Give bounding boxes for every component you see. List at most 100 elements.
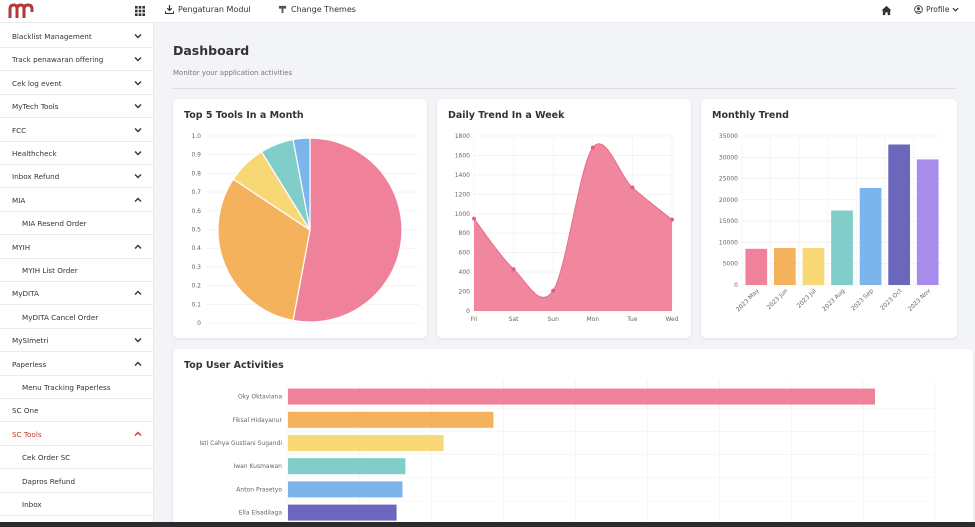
daily-trend-title: Daily Trend In a Week [448, 110, 565, 121]
y-tick-label: 1600 [455, 152, 470, 159]
chevron-up-icon [134, 244, 142, 249]
sidebar-item-label: SC One [12, 406, 39, 416]
sidebar-divider [0, 304, 153, 306]
profile-label: Profile [926, 5, 950, 14]
chevron-down-icon [134, 57, 142, 62]
bar [888, 144, 910, 285]
sidebar-divider [0, 421, 153, 423]
data-point [590, 145, 595, 150]
palette-icon [278, 5, 287, 14]
chevron-up-icon [134, 197, 142, 202]
sidebar-divider [0, 234, 153, 236]
sidebar-divider [0, 187, 153, 189]
sidebar-item-label: Menu Tracking Paperless [22, 383, 111, 392]
sidebar-item-sc-one[interactable]: SC One [0, 399, 153, 421]
sidebar-item-paperless[interactable]: Paperless [0, 353, 153, 375]
header-divider [173, 88, 956, 89]
sidebar-divider [0, 257, 153, 259]
sidebar-item-mydita[interactable]: MyDITA [0, 282, 153, 304]
sidebar-item-inbox-refund[interactable]: Inbox Refund [0, 165, 153, 187]
bar [859, 187, 882, 285]
pengaturan-modul-label: Pengaturan Modul [178, 5, 251, 14]
y-tick-label: 15000 [719, 218, 738, 225]
y-tick-label: Oky Oktaviana [238, 394, 282, 401]
y-tick-label: 35000 [719, 133, 738, 140]
sidebar-item-label: FCC [12, 125, 27, 135]
sidebar-item-cek-order-sc[interactable]: Cek Order SC [0, 446, 153, 468]
sidebar-item-mysimetri[interactable]: MySImetri [0, 329, 153, 351]
sidebar-item-blacklist-management[interactable]: Blacklist Management [0, 25, 153, 47]
monthly-trend-card: Monthly Trend 35000 30000 25000 20000 15000 1… [701, 99, 957, 338]
app-logo[interactable] [8, 3, 36, 19]
bar [831, 210, 853, 285]
sidebar-divider [0, 140, 153, 142]
sidebar-item-label: Inbox [22, 500, 42, 509]
sidebar-item-cek-log-event[interactable]: Cek log event [0, 72, 153, 94]
change-themes-link[interactable]: Change Themes [278, 5, 356, 14]
data-point [511, 267, 516, 272]
y-tick-label: 10000 [719, 239, 738, 246]
x-tick-label: 2023 Jul [796, 287, 818, 309]
top-user-activities-title: Top User Activities [184, 360, 284, 371]
sidebar-item-fcc[interactable]: FCC [0, 119, 153, 141]
profile-menu[interactable]: Profile [914, 5, 959, 14]
monthly-trend-title: Monthly Trend [712, 110, 789, 121]
y-tick-label: 0 [466, 308, 470, 315]
y-tick-label: 800 [459, 230, 471, 237]
pie-slice [292, 137, 403, 323]
sidebar-item-dapros-refund[interactable]: Dapros Refund [0, 470, 153, 492]
sidebar-item-mytech-tools[interactable]: MyTech Tools [0, 95, 153, 117]
chevron-up-icon [134, 361, 142, 366]
sidebar: Blacklist Management Track penawaran offe… [0, 23, 154, 527]
sidebar-divider [0, 491, 153, 493]
y-tick-label: 30000 [719, 154, 738, 161]
sidebar-item-label: Paperless [12, 359, 47, 369]
sidebar-item-mia-resend-order[interactable]: MIA Resend Order [0, 212, 153, 234]
chevron-down-icon [134, 174, 142, 179]
sidebar-item-label: Cek log event [12, 78, 62, 88]
chevron-down-icon [952, 7, 959, 12]
x-tick-label: 2023 Nov [907, 287, 933, 313]
bar [745, 248, 768, 285]
sidebar-divider [0, 515, 153, 516]
sidebar-item-sc-tools[interactable]: SC Tools [0, 423, 153, 445]
sidebar-item-healthcheck[interactable]: Healthcheck [0, 142, 153, 164]
sidebar-item-label: MIA Resend Order [22, 219, 87, 229]
y-tick-label: 1200 [455, 191, 470, 198]
chevron-down-icon [134, 338, 142, 343]
data-point [551, 288, 556, 293]
sidebar-item-myih-list-order[interactable]: MYIH List Order [0, 259, 153, 281]
sidebar-item-label: MySImetri [12, 336, 49, 346]
sidebar-item-mia[interactable]: MIA [0, 189, 153, 211]
top-tools-card: Top 5 Tools In a Month 1.0 0.9 0.8 0.7 0.6 0.… [173, 99, 427, 338]
sidebar-item-menu-tracking-paperless[interactable]: Menu Tracking Paperless [0, 376, 153, 398]
sidebar-divider [0, 351, 153, 353]
chevron-down-icon [134, 151, 142, 156]
top-user-activities-chart: Oky Oktaviana Fiksal Hidayanur Isti Cahya … [199, 381, 936, 527]
y-tick-label: 0 [197, 320, 201, 327]
chevron-down-icon [134, 34, 142, 39]
y-tick-label: 1400 [455, 172, 470, 179]
home-icon[interactable] [881, 5, 892, 16]
pengaturan-modul-link[interactable]: Pengaturan Modul [165, 5, 251, 14]
change-themes-label: Change Themes [291, 5, 356, 14]
x-tick-label: 2023 May [735, 287, 761, 313]
data-point [670, 217, 674, 222]
x-tick-label: Mon [586, 316, 599, 323]
sidebar-item-mydita-cancel-order[interactable]: MyDITA Cancel Order [0, 306, 153, 328]
sidebar-divider [0, 164, 153, 165]
sidebar-item-label: MIA [12, 195, 26, 205]
y-tick-label: Iwan Kusmawan [233, 463, 282, 470]
daily-trend-card: Daily Trend In a Week 1800 1600 1400 1200 10… [437, 99, 691, 338]
sidebar-item-track-penawaran-offering[interactable]: Track penawaran offering [0, 48, 153, 70]
y-tick-label: 0.8 [191, 170, 201, 177]
sidebar-divider [0, 374, 153, 376]
x-tick-label: 2023 Sep [850, 287, 875, 312]
x-tick-label: Tue [626, 316, 638, 323]
sidebar-item-inbox[interactable]: Inbox [0, 493, 153, 515]
grid-menu-icon[interactable] [135, 6, 145, 16]
x-tick-label: Sun [547, 316, 559, 323]
y-tick-label: 1800 [455, 133, 470, 140]
y-tick-label: 0.4 [191, 245, 201, 252]
sidebar-item-myih[interactable]: MYIH [0, 236, 153, 258]
